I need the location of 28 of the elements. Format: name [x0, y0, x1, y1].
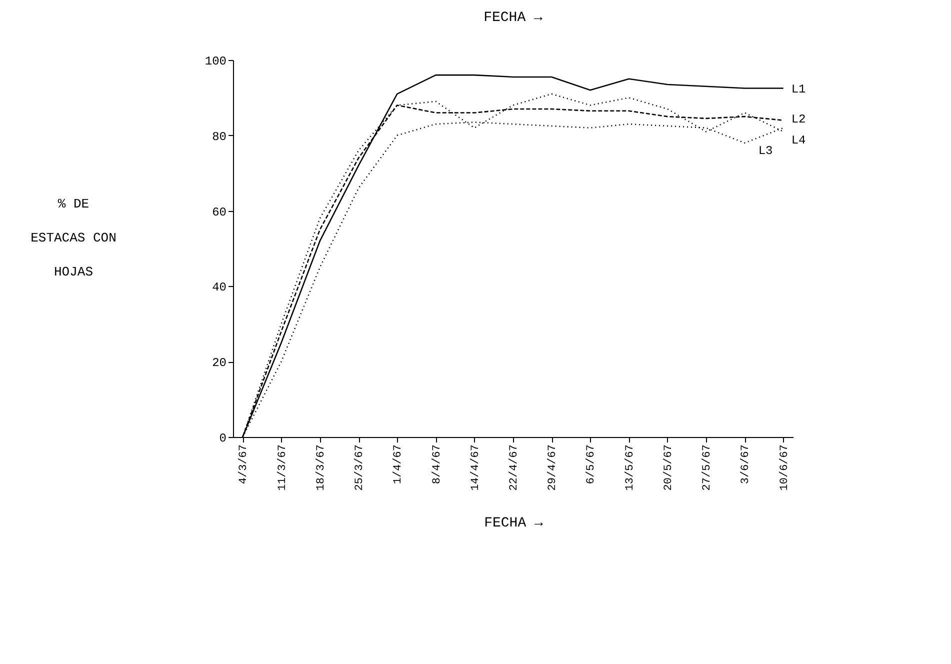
- text: % DE ESTACAS CON HOJAS: [30, 196, 116, 280]
- y-tick-label: 40: [212, 280, 226, 295]
- series-label: L3: [758, 144, 773, 158]
- x-tick-label: 29/4/67: [547, 444, 560, 491]
- y-tick-label: 0: [219, 432, 226, 446]
- series-label: L2: [791, 112, 806, 126]
- x-tick-label: 10/6/67: [778, 444, 791, 491]
- series-label: L1: [791, 82, 806, 96]
- x-axis-title: FECHA →: [484, 516, 544, 532]
- x-tick-label: 25/3/67: [354, 444, 366, 491]
- y-tick-label: 20: [212, 356, 226, 370]
- y-tick-label: 80: [212, 130, 226, 144]
- x-tick-label: 18/3/67: [315, 444, 328, 491]
- x-tick-label: 3/6/67: [740, 444, 752, 484]
- x-tick-label: 6/5/67: [586, 444, 598, 484]
- series-label: L4: [791, 134, 806, 148]
- x-tick-label: 4/3/67: [238, 444, 250, 484]
- x-tick-label: 8/4/67: [431, 444, 444, 484]
- y-tick-label: 100: [204, 54, 226, 68]
- x-tick-label: 13/5/67: [624, 444, 636, 491]
- x-tick-label: 27/5/67: [702, 444, 714, 491]
- x-tick-label: 14/4/67: [470, 444, 482, 491]
- y-tick-label: 60: [212, 205, 226, 220]
- x-tick-label: 22/4/67: [508, 444, 520, 491]
- x-tick-label: 1/4/67: [392, 444, 405, 484]
- chart-title: FECHA →: [484, 10, 543, 26]
- x-tick-label: 11/3/67: [276, 444, 289, 491]
- x-tick-label: 20/5/67: [662, 444, 675, 491]
